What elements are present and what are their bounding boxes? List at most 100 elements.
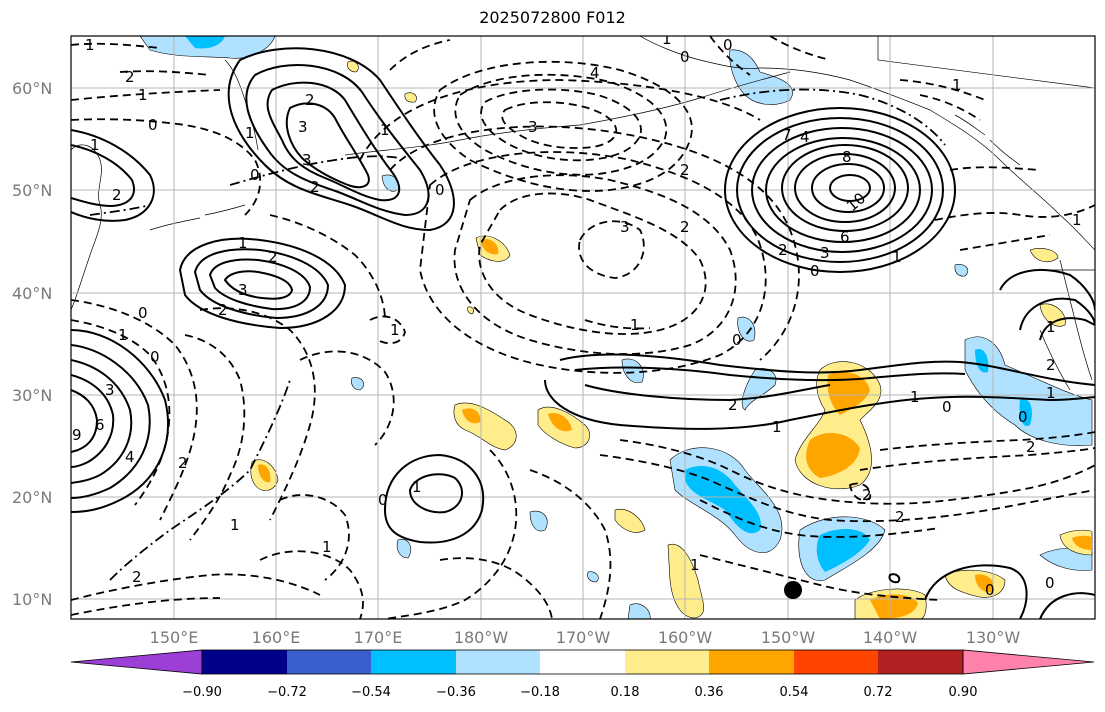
contour-label: 1	[892, 248, 902, 266]
contour-negative	[959, 234, 1051, 251]
shade-negative	[737, 316, 756, 342]
contour-label: 0	[138, 304, 148, 322]
gridlines	[71, 36, 1095, 619]
contour-negative	[433, 60, 693, 192]
contour-label: 2	[178, 454, 188, 472]
contour-positive	[765, 137, 921, 243]
contour-label: 0	[723, 36, 733, 54]
contour-label: 4	[125, 448, 135, 466]
shade-positive	[1029, 248, 1059, 263]
contour-negative	[478, 192, 707, 335]
contour-label: 1	[662, 30, 672, 48]
lat-label: 20°N	[12, 488, 52, 507]
plot-frame	[70, 35, 1096, 620]
lon-label: 160°W	[658, 628, 713, 647]
shade-negative-strong	[185, 36, 225, 49]
contour-label: 1	[390, 321, 400, 339]
contour-label: 6	[95, 416, 105, 434]
colorbar-tick-label: 0.90	[949, 685, 978, 700]
contour-label: 2	[1026, 438, 1036, 456]
coastline-asia	[71, 144, 102, 311]
colorbar-tick-label: −0.36	[436, 685, 476, 700]
contour-positive	[193, 248, 330, 320]
contour-label: 1	[630, 316, 640, 334]
contour-label: 0	[150, 348, 160, 366]
contour-label: 2	[895, 508, 905, 526]
lon-label: 150°E	[150, 628, 199, 647]
colorbar-segment	[540, 650, 625, 674]
contour-negative	[359, 79, 761, 161]
contour-positive	[71, 344, 151, 499]
lon-label: 160°E	[252, 628, 301, 647]
contour-positive	[71, 144, 135, 208]
colorbar-tick-label: 0.18	[611, 685, 640, 700]
colorbar-tick-label: −0.90	[182, 685, 222, 700]
contour-negative	[919, 94, 981, 121]
contour-positive	[781, 144, 909, 232]
contour-label: 0	[1018, 408, 1028, 426]
contour-negative	[369, 315, 406, 345]
contour-negative	[849, 482, 872, 501]
contour-negative	[899, 79, 986, 101]
contour-label: 1	[772, 418, 782, 436]
lat-label: 30°N	[12, 386, 52, 405]
contour-label: 3	[528, 118, 538, 136]
contour-negative	[71, 573, 321, 601]
contour-negative	[279, 494, 350, 581]
colorbar-tick-label: 0.72	[864, 685, 893, 700]
contour-negative	[529, 469, 612, 619]
contour-negative	[769, 36, 831, 61]
shade-positive	[944, 569, 1006, 598]
contour-negative	[619, 439, 1095, 505]
shaded-anomalies	[139, 36, 1093, 619]
contour-label: 2	[680, 161, 690, 179]
contour-negative	[419, 151, 767, 374]
colorbar: −0.90 −0.72 −0.54 −0.36 −0.18 0.18 0.36 …	[70, 649, 1095, 700]
lon-label: 140°W	[863, 628, 918, 647]
contour-label: 0	[250, 166, 260, 184]
contour-label: 6	[840, 228, 850, 246]
shade-positive-strong	[462, 408, 481, 424]
contour-positive	[266, 81, 401, 202]
contour-label: 2	[728, 396, 738, 414]
contour-zero	[109, 379, 291, 581]
contour-positive	[751, 127, 933, 253]
contour-negative	[184, 334, 246, 541]
contour-label: 2	[680, 218, 690, 236]
contour-lines	[71, 36, 1095, 619]
shade-negative-strong	[816, 528, 870, 572]
contour-positive	[584, 384, 831, 402]
contour-label: 8	[842, 148, 852, 166]
shade-negative	[587, 571, 599, 583]
contour-negative	[949, 166, 1041, 171]
contour-negative	[259, 550, 364, 619]
contour-negative	[454, 73, 668, 176]
contour-label: 1	[85, 36, 95, 54]
coastline-alaska	[639, 36, 1095, 251]
contour-label: 1	[90, 136, 100, 154]
contour-negative	[71, 89, 221, 101]
longitude-axis: 150°E 160°E 170°E 180°W 170°W 160°W 150°…	[150, 628, 1021, 647]
contour-label: 0	[378, 491, 388, 509]
lon-label: 170°W	[556, 628, 611, 647]
shade-negative-strong	[975, 349, 989, 373]
shade-positive-strong	[827, 371, 870, 415]
contour-label: 1	[1046, 384, 1056, 402]
contour-negative	[71, 42, 161, 49]
colorbar-segment	[287, 650, 371, 674]
contour-negative	[501, 101, 618, 149]
contours-positive	[71, 47, 1095, 619]
contour-label: 0	[680, 48, 690, 66]
contour-negative	[71, 299, 198, 521]
contour-positive	[71, 129, 155, 222]
contour-positive	[408, 473, 464, 514]
contour-positive	[71, 359, 133, 484]
contour-label: 3	[105, 381, 115, 399]
contour-label: 1	[230, 516, 240, 534]
storm-center-marker	[784, 581, 802, 599]
contour-positive	[574, 366, 966, 382]
contour-negative	[879, 431, 1095, 451]
contour-label: 0	[810, 262, 820, 280]
colorbar-segment	[709, 650, 794, 674]
contour-label: 1	[910, 388, 920, 406]
